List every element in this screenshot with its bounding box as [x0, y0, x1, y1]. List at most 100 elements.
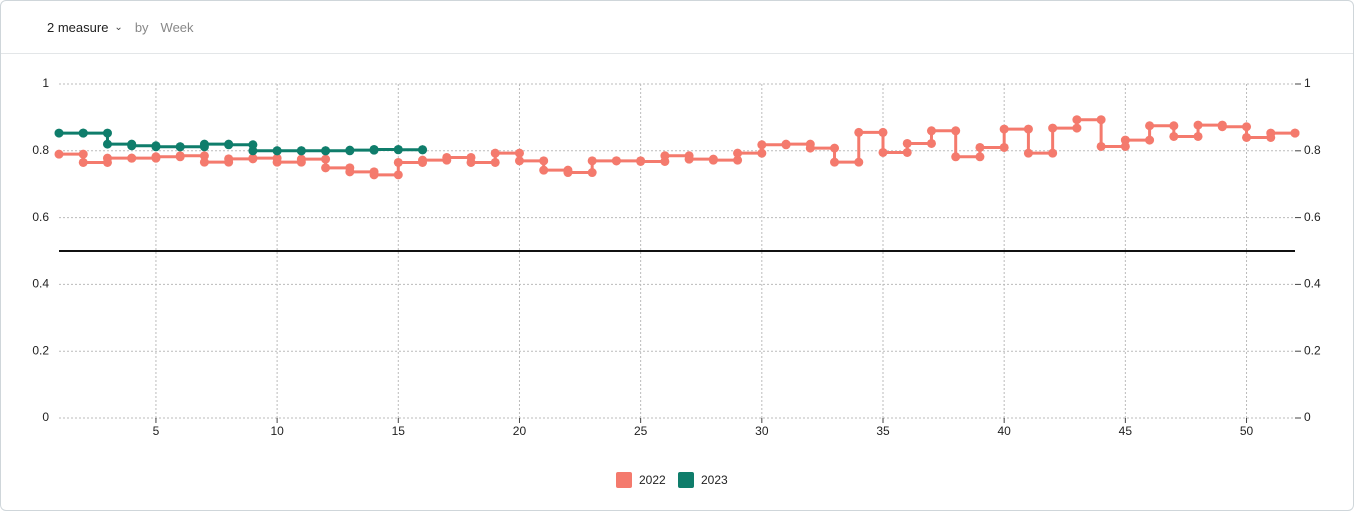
step-end [78, 128, 88, 138]
step-end [127, 139, 137, 149]
point [587, 156, 597, 166]
step-end [926, 138, 936, 148]
x-tick-label: 25 [634, 424, 648, 438]
step-end [999, 142, 1009, 152]
step-end [442, 155, 452, 165]
step-end [1193, 131, 1203, 141]
step-end [175, 142, 185, 152]
point [393, 157, 403, 167]
point [54, 128, 64, 138]
header: 2 measure ⌄ by Week [1, 1, 1353, 54]
step-end [345, 163, 355, 173]
point [926, 126, 936, 136]
step-end [151, 141, 161, 151]
y2-tick-label: 1 [1304, 76, 1311, 90]
legend-label: 2023 [701, 473, 728, 487]
point [975, 142, 985, 152]
step-end [248, 154, 258, 164]
step-end [878, 127, 888, 137]
y-tick-label: 0.4 [32, 277, 49, 291]
step-end [1290, 128, 1300, 138]
step-end [708, 154, 718, 164]
step-end [1266, 132, 1276, 142]
step-end [321, 154, 331, 164]
point [1096, 141, 1106, 151]
y-tick-label: 0.8 [32, 143, 49, 157]
step-end [684, 151, 694, 161]
point [539, 165, 549, 175]
step-end [369, 145, 379, 155]
point [999, 124, 1009, 134]
step-end [733, 155, 743, 165]
legend-label: 2022 [639, 473, 666, 487]
y2-tick-label: 0.8 [1304, 143, 1321, 157]
step-end [224, 139, 234, 149]
measure-select[interactable]: 2 measure [47, 19, 109, 35]
point [1072, 115, 1082, 125]
step-end [660, 156, 670, 166]
point [830, 157, 840, 167]
x-tick-label: 50 [1240, 424, 1254, 438]
point [902, 138, 912, 148]
x-tick-label: 20 [513, 424, 527, 438]
step-end [199, 142, 209, 152]
y-tick-label: 0.2 [32, 343, 49, 357]
step-end [1217, 120, 1227, 130]
x-tick-label: 35 [876, 424, 890, 438]
step-end [369, 167, 379, 177]
point [951, 152, 961, 162]
point [1169, 131, 1179, 141]
step-end [611, 156, 621, 166]
step-end [151, 153, 161, 163]
step-end [1096, 115, 1106, 125]
point [54, 149, 64, 159]
step-end [805, 139, 815, 149]
step-end [781, 140, 791, 150]
step-end [1048, 148, 1058, 158]
by-label: by [134, 19, 149, 35]
group-select[interactable]: Week [160, 19, 194, 35]
step-end [248, 140, 258, 150]
step-end [563, 165, 573, 175]
point [321, 163, 331, 173]
step-end [127, 153, 137, 163]
legend-swatch [616, 472, 632, 488]
x-tick-label: 15 [392, 424, 406, 438]
y-tick-label: 1 [42, 76, 49, 90]
step-end [199, 151, 209, 161]
point [514, 156, 524, 166]
y2-tick-label: 0.4 [1304, 277, 1321, 291]
point [102, 139, 112, 149]
step-end [490, 157, 500, 167]
step-end [1072, 123, 1082, 133]
step-end [636, 156, 646, 166]
step-line [59, 131, 423, 153]
chevron[interactable]: ⌄ [114, 21, 123, 33]
step-end [975, 152, 985, 162]
y2-tick-label: 0 [1304, 410, 1311, 424]
point [1242, 132, 1252, 142]
point [1193, 120, 1203, 130]
point [878, 147, 888, 157]
step-end [418, 145, 428, 155]
step-end [321, 146, 331, 156]
step-end [224, 157, 234, 167]
step-end [539, 156, 549, 166]
step-end [854, 157, 864, 167]
step-end [830, 143, 840, 153]
step-end [1023, 124, 1033, 134]
point [1023, 148, 1033, 158]
step-end [1120, 141, 1130, 151]
point [854, 127, 864, 137]
step-end [902, 147, 912, 157]
step-end [514, 148, 524, 158]
point [78, 157, 88, 167]
x-tick-label: 30 [755, 424, 769, 438]
step-end [272, 146, 282, 156]
step-end [102, 128, 112, 138]
y-tick-label: 0.6 [32, 210, 49, 224]
step-end [393, 144, 403, 154]
x-tick-label: 10 [270, 424, 284, 438]
step-end [418, 157, 428, 167]
